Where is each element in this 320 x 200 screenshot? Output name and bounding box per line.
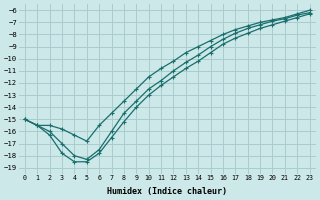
X-axis label: Humidex (Indice chaleur): Humidex (Indice chaleur) bbox=[107, 187, 227, 196]
